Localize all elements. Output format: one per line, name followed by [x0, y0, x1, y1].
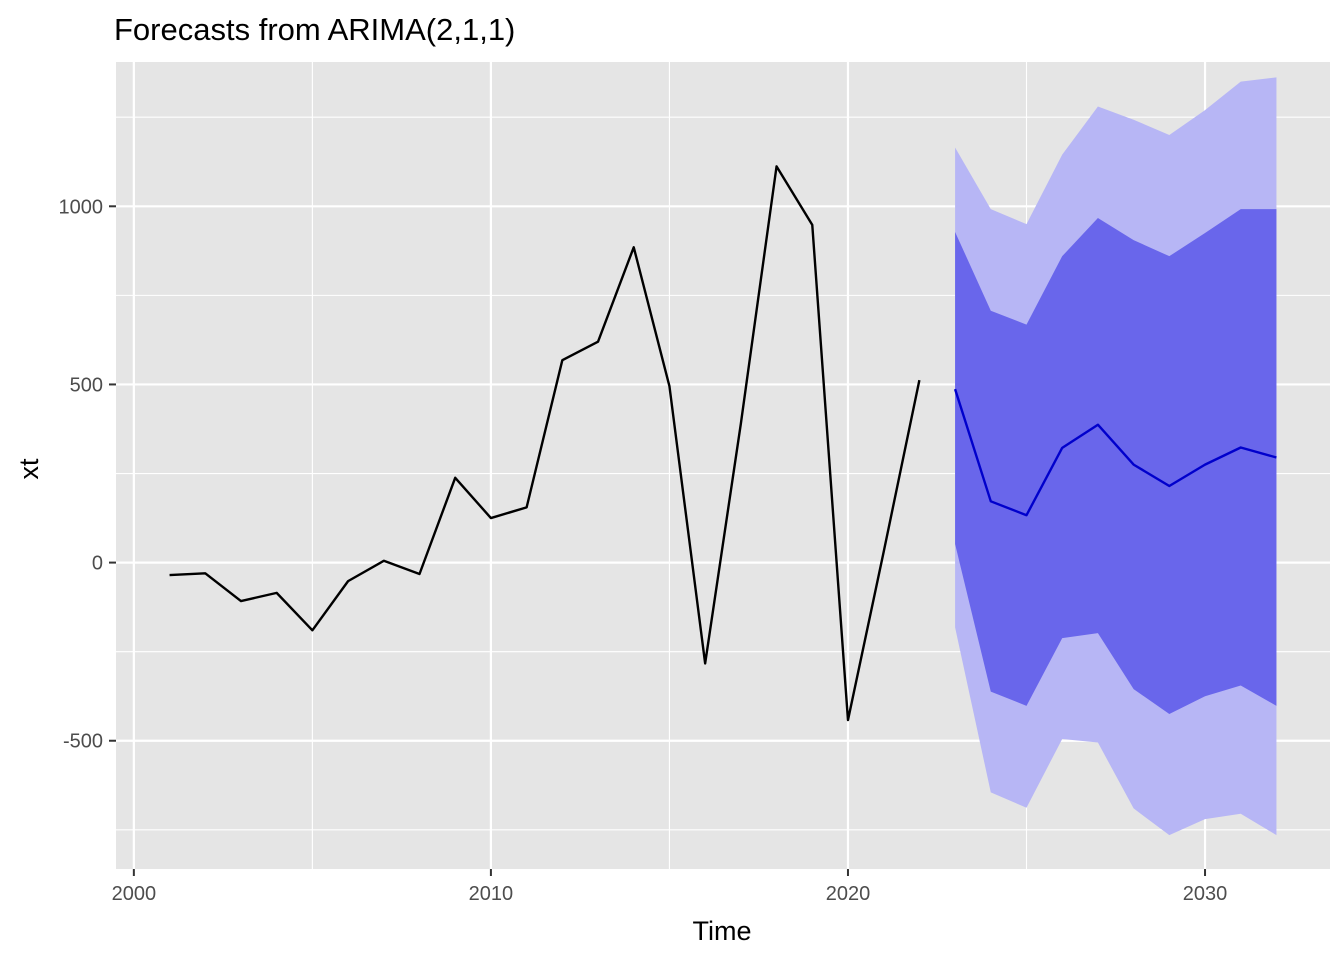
- interval-80-band: [955, 209, 1277, 715]
- x-tick-label: 2030: [1183, 883, 1228, 905]
- major-gridlines: [116, 62, 1330, 869]
- y-axis-title: xt: [14, 458, 44, 480]
- x-axis-title: Time: [693, 916, 752, 946]
- series-lines: [169, 165, 1277, 722]
- y-tick-label: -500: [63, 731, 103, 753]
- chart-title: Forecasts from ARIMA(2,1,1): [114, 12, 515, 47]
- x-tick-label: 2020: [826, 883, 871, 905]
- x-axis: 2000 2010 2020 2030: [112, 869, 1228, 905]
- y-tick-label: 1000: [59, 196, 104, 218]
- observed-series-line: [169, 165, 921, 722]
- x-tick-label: 2000: [112, 883, 157, 905]
- prediction-intervals: [955, 77, 1277, 836]
- y-axis: -500 0 500 1000: [59, 196, 116, 753]
- y-tick-label: 0: [92, 553, 103, 575]
- forecast-mean-line: [953, 388, 1277, 517]
- x-tick-label: 2010: [469, 883, 514, 905]
- y-tick-label: 500: [70, 374, 103, 396]
